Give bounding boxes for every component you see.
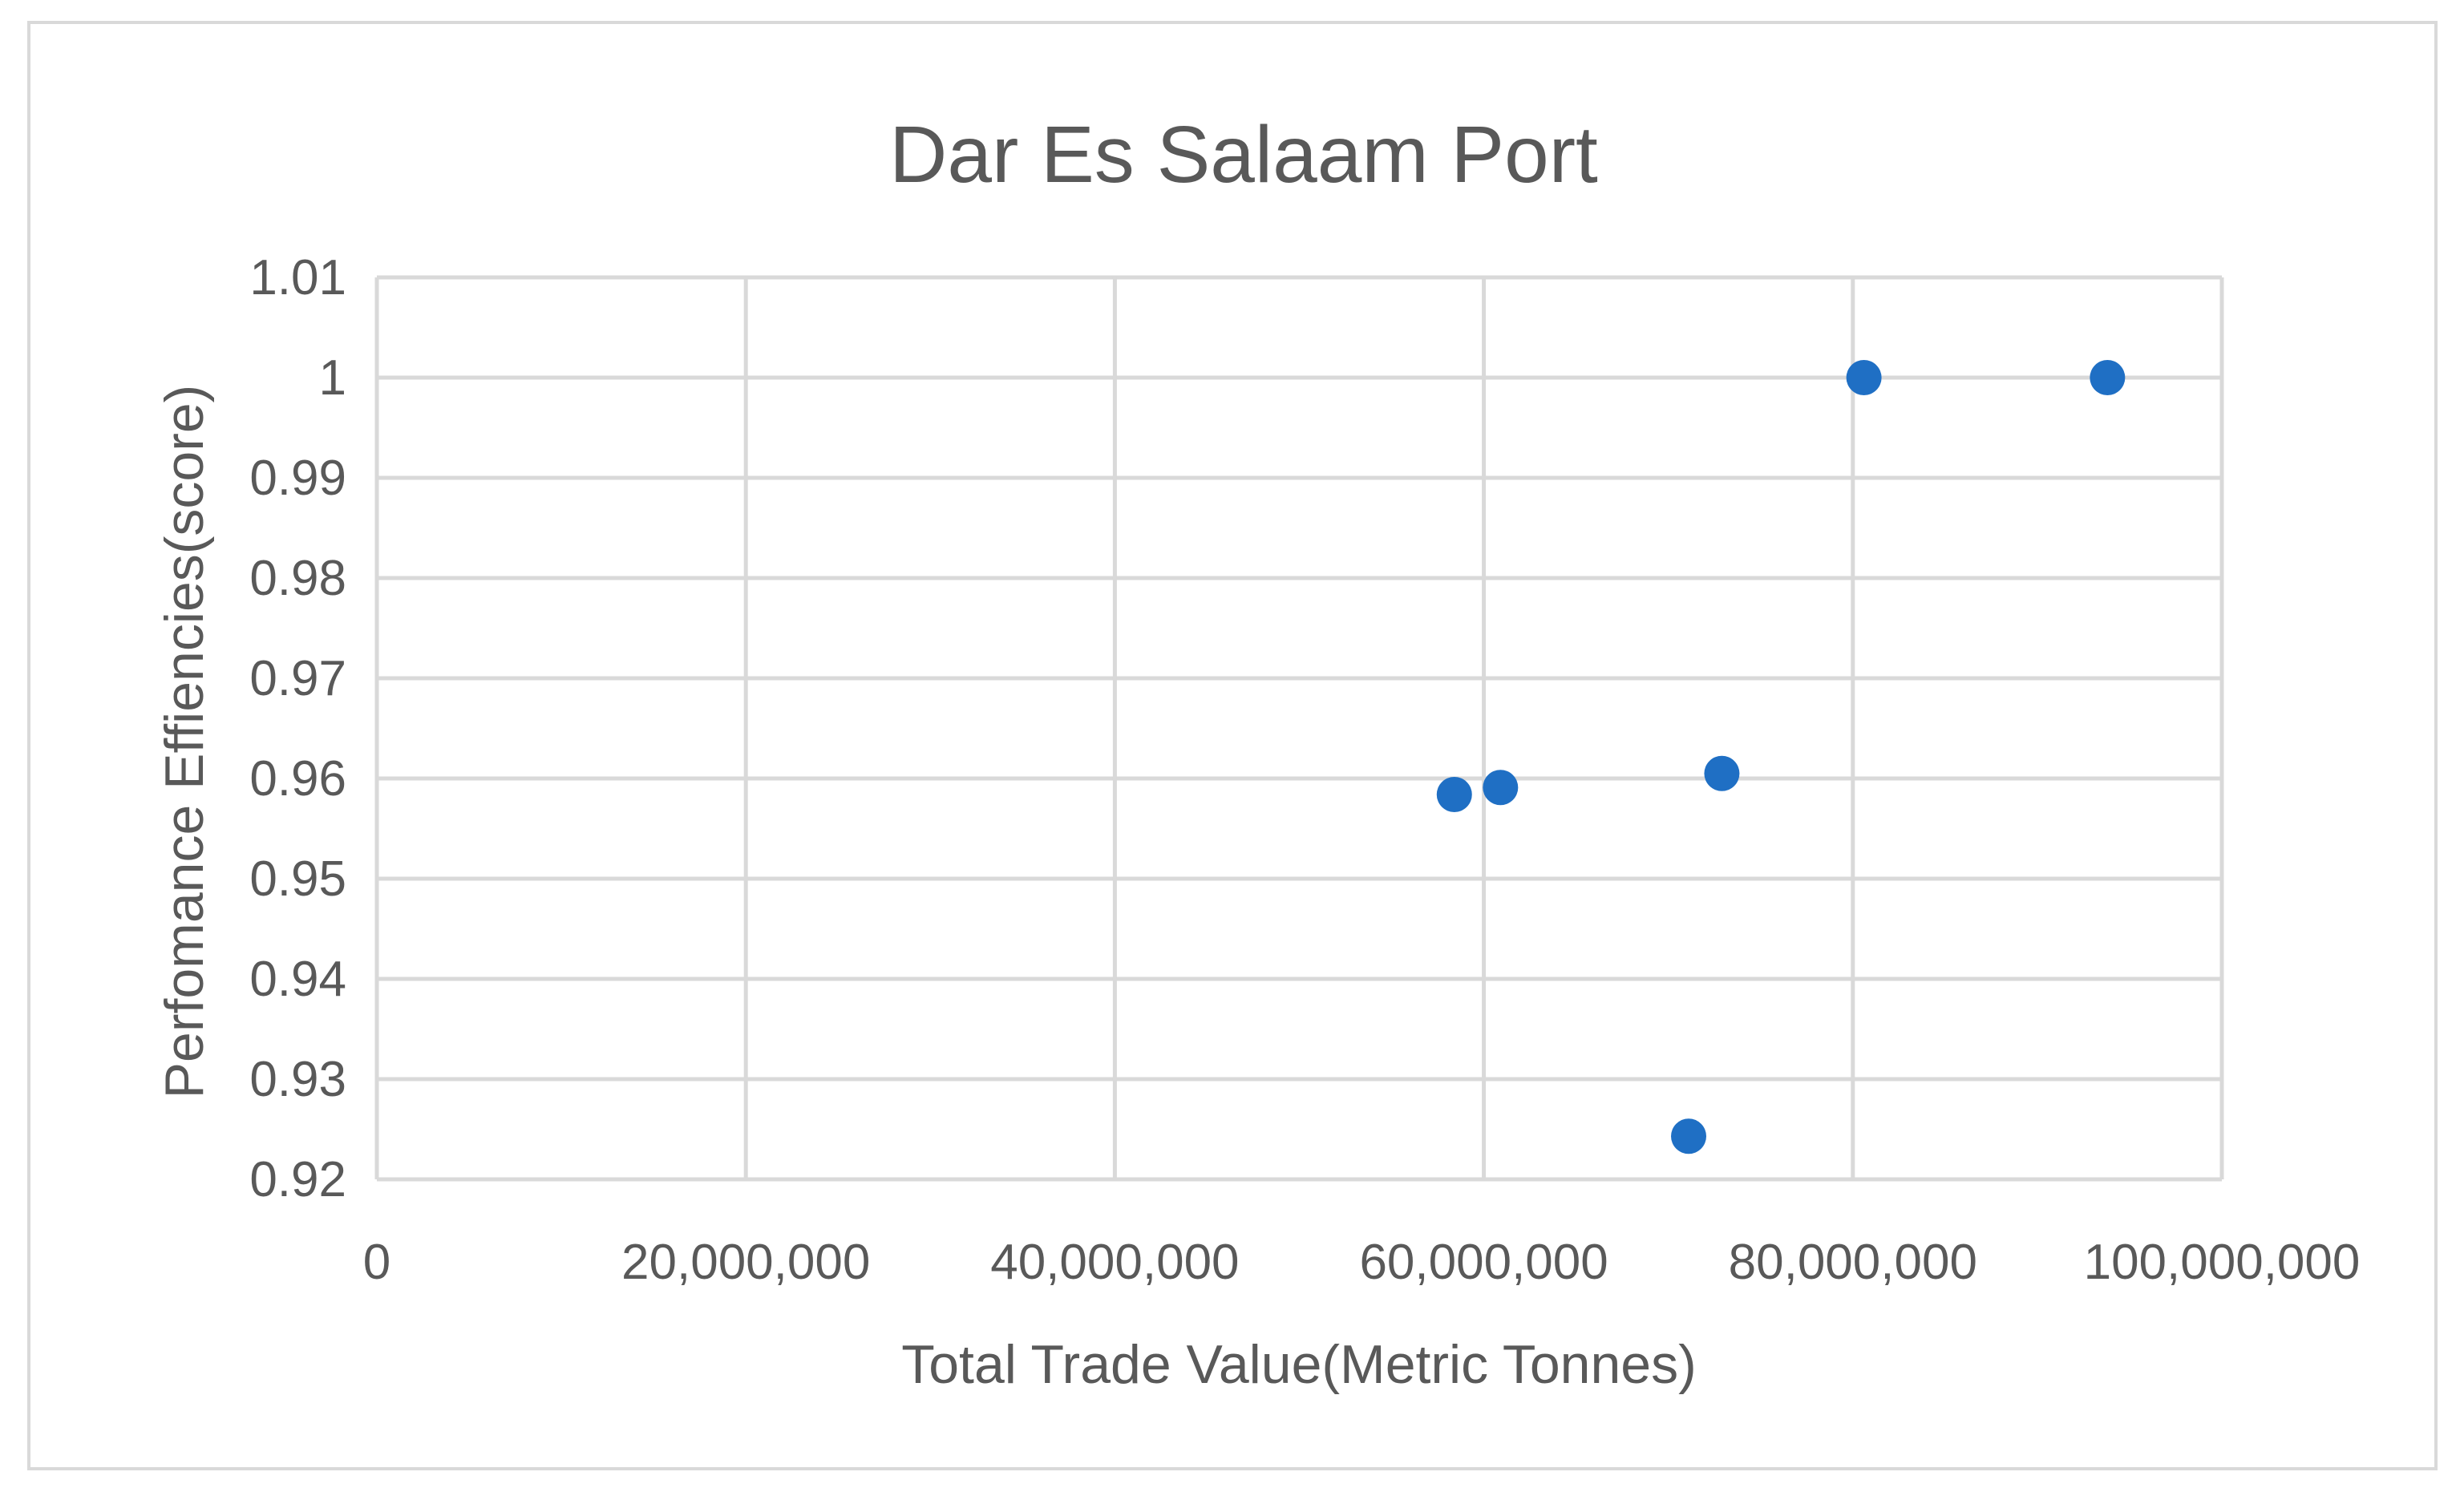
tick-labels: 0.92 0.93 0.94 0.95 0.96 0.97 0.98 0.99 1 1.01 0 20…	[249, 250, 2360, 1290]
y-tick-label: 0.94	[249, 952, 346, 1007]
y-tick-label: 1.01	[249, 250, 346, 305]
chart-title: Dar Es Salaam Port	[889, 110, 1598, 200]
data-point	[1671, 1118, 1707, 1154]
data-points	[1436, 360, 2126, 1154]
x-tick-label: 20,000,000	[621, 1235, 870, 1290]
y-tick-label: 0.99	[249, 451, 346, 506]
chart-frame: 0.92 0.93 0.94 0.95 0.96 0.97 0.98 0.99 1 1.01 0 20…	[27, 21, 2438, 1470]
y-tick-label: 0.97	[249, 651, 346, 706]
data-point	[1846, 360, 1882, 395]
x-tick-label: 100,000,000	[2084, 1235, 2361, 1290]
x-tick-label: 60,000,000	[1359, 1235, 1608, 1290]
data-point	[1436, 777, 1472, 812]
y-tick-label: 1	[319, 350, 346, 406]
data-point	[1704, 755, 1740, 791]
x-tick-label: 40,000,000	[990, 1235, 1239, 1290]
y-axis-title: Perfomance Effiencies(score)	[154, 385, 215, 1099]
x-axis-title: Total Trade Value(Metric Tonnes)	[901, 1334, 1697, 1395]
scatter-chart: 0.92 0.93 0.94 0.95 0.96 0.97 0.98 0.99 1 1.01 0 20…	[154, 110, 2360, 1395]
axes	[374, 277, 2222, 1182]
gridlines	[377, 275, 2224, 1179]
data-point	[2090, 360, 2126, 395]
x-tick-label: 80,000,000	[1729, 1235, 1977, 1290]
data-point	[1483, 770, 1519, 806]
y-tick-label: 0.92	[249, 1152, 346, 1207]
y-tick-label: 0.95	[249, 851, 346, 907]
y-tick-label: 0.96	[249, 751, 346, 807]
y-tick-label: 0.93	[249, 1052, 346, 1107]
x-tick-label: 0	[363, 1235, 390, 1290]
y-tick-label: 0.98	[249, 551, 346, 606]
